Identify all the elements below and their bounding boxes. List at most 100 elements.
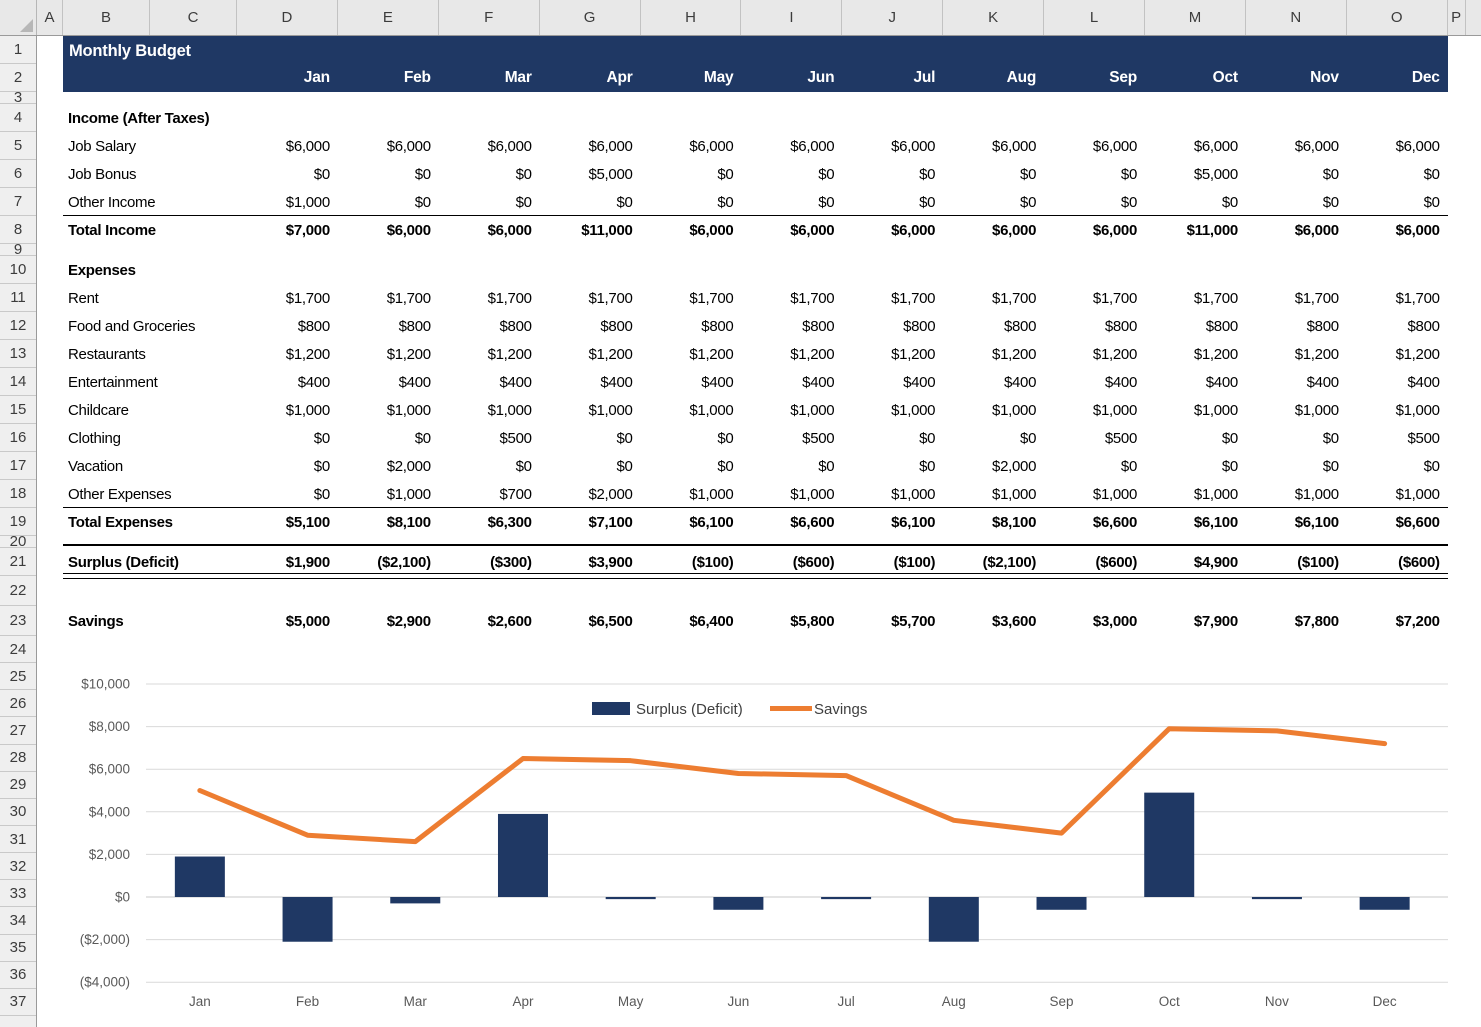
cell-Mar-row17[interactable]: $0 — [515, 457, 532, 475]
cell-Jan-row15[interactable]: $1,000 — [285, 401, 330, 419]
cell-Feb-row6[interactable]: $0 — [414, 165, 431, 183]
month-header-Jul[interactable]: Jul — [913, 69, 936, 86]
column-header-L[interactable]: L — [1044, 0, 1146, 35]
row-header-22[interactable]: 22 — [0, 576, 36, 606]
column-header-M[interactable]: M — [1145, 0, 1246, 35]
cell-Dec-row12[interactable]: $800 — [1407, 317, 1440, 335]
row-header-36[interactable]: 36 — [0, 961, 36, 989]
row-header-23[interactable]: 23 — [0, 606, 36, 636]
row-header-9[interactable]: 9 — [0, 244, 36, 256]
cell-Jun-row15[interactable]: $1,000 — [790, 401, 835, 419]
cell-Dec-row13[interactable]: $1,200 — [1395, 345, 1440, 363]
cell-colA-row17[interactable] — [37, 452, 63, 480]
cell-Mar-row11[interactable]: $1,700 — [487, 289, 532, 307]
row-header-7[interactable]: 7 — [0, 188, 36, 216]
cell-colA-row13[interactable] — [37, 340, 63, 368]
cell-Feb-row18[interactable]: $1,000 — [386, 485, 431, 503]
row-header-12[interactable]: 12 — [0, 312, 36, 340]
row-label-4[interactable]: Income (After Taxes) — [68, 109, 210, 127]
cell-Aug-row19[interactable]: $8,100 — [992, 513, 1037, 531]
cell-Apr-row13[interactable]: $1,200 — [588, 345, 633, 363]
cell-Aug-row16[interactable]: $0 — [1020, 429, 1037, 447]
row-header-19[interactable]: 19 — [0, 508, 36, 536]
cell-Apr-row18[interactable]: $2,000 — [588, 485, 633, 503]
cell-Jul-row12[interactable]: $800 — [903, 317, 936, 335]
cell-Mar-row6[interactable]: $0 — [515, 165, 532, 183]
cell-May-row13[interactable]: $1,200 — [689, 345, 734, 363]
cell-Mar-row8[interactable]: $6,000 — [487, 221, 532, 239]
cell-Aug-row23[interactable]: $3,600 — [992, 612, 1037, 630]
cell-Nov-row8[interactable]: $6,000 — [1294, 221, 1339, 239]
cell-Aug-row15[interactable]: $1,000 — [992, 401, 1037, 419]
cell-Sep-row7[interactable]: $0 — [1120, 193, 1138, 211]
cell-Jan-row11[interactable]: $1,700 — [285, 289, 330, 307]
cell-Apr-row11[interactable]: $1,700 — [588, 289, 633, 307]
cell-Jan-row19[interactable]: $5,100 — [285, 513, 330, 531]
cell-Dec-row11[interactable]: $1,700 — [1395, 289, 1440, 307]
row-header-34[interactable]: 34 — [0, 907, 36, 935]
cell-Apr-row7[interactable]: $0 — [616, 193, 633, 211]
cell-Jun-row17[interactable]: $0 — [818, 457, 835, 475]
month-header-Nov[interactable]: Nov — [1310, 69, 1339, 86]
row-header-28[interactable]: 28 — [0, 744, 36, 772]
column-header-D[interactable]: D — [237, 0, 338, 35]
cell-Jul-row21[interactable]: ($100) — [893, 553, 936, 571]
cell-Aug-row8[interactable]: $6,000 — [992, 221, 1037, 239]
cell-Mar-row21[interactable]: ($300) — [490, 553, 532, 571]
row-header-16[interactable]: 16 — [0, 424, 36, 452]
cell-Oct-row13[interactable]: $1,200 — [1193, 345, 1238, 363]
cell-Oct-row21[interactable]: $4,900 — [1193, 553, 1238, 571]
row-label-10[interactable]: Expenses — [68, 261, 136, 279]
cell-May-row6[interactable]: $0 — [717, 165, 734, 183]
month-header-Jun[interactable]: Jun — [807, 69, 835, 86]
cell-Jul-row17[interactable]: $0 — [919, 457, 936, 475]
cell-Oct-row19[interactable]: $6,100 — [1193, 513, 1238, 531]
cell-Dec-row16[interactable]: $500 — [1407, 429, 1440, 447]
cell-Mar-row18[interactable]: $700 — [499, 485, 532, 503]
cell-Jul-row16[interactable]: $0 — [919, 429, 936, 447]
cell-Apr-row17[interactable]: $0 — [616, 457, 633, 475]
cell-Oct-row11[interactable]: $1,700 — [1193, 289, 1238, 307]
cell-Aug-row11[interactable]: $1,700 — [992, 289, 1037, 307]
cell-Jun-row16[interactable]: $500 — [802, 429, 835, 447]
cell-Nov-row17[interactable]: $0 — [1322, 457, 1339, 475]
cell-Feb-row17[interactable]: $2,000 — [386, 457, 431, 475]
cell-Nov-row23[interactable]: $7,800 — [1294, 612, 1339, 630]
cell-Dec-row8[interactable]: $6,000 — [1395, 221, 1440, 239]
column-header-A[interactable]: A — [37, 0, 63, 35]
cell-colA-row10[interactable] — [37, 256, 63, 284]
cell-Feb-row5[interactable]: $6,000 — [386, 137, 431, 155]
row-header-11[interactable]: 11 — [0, 284, 36, 312]
row-header-24[interactable]: 24 — [0, 636, 36, 664]
cell-Oct-row8[interactable]: $11,000 — [1186, 221, 1239, 239]
cell-May-row16[interactable]: $0 — [717, 429, 734, 447]
cell-colA-row23[interactable] — [37, 606, 63, 636]
cell-Nov-row13[interactable]: $1,200 — [1294, 345, 1339, 363]
month-header-Aug[interactable]: Aug — [1006, 69, 1037, 86]
cell-Jan-row23[interactable]: $5,000 — [285, 612, 330, 630]
cell-Nov-row11[interactable]: $1,700 — [1294, 289, 1339, 307]
row-header-3[interactable]: 3 — [0, 92, 36, 104]
cell-May-row15[interactable]: $1,000 — [689, 401, 734, 419]
row-label-23[interactable]: Savings — [68, 612, 124, 630]
legend-savings-label[interactable]: Savings — [814, 701, 867, 718]
cell-colA-row8[interactable] — [37, 216, 63, 244]
cell-Jan-row21[interactable]: $1,900 — [285, 553, 330, 571]
row-label-6[interactable]: Job Bonus — [68, 165, 137, 183]
cell-Nov-row15[interactable]: $1,000 — [1294, 401, 1339, 419]
row-header-17[interactable]: 17 — [0, 452, 36, 480]
month-header-Sep[interactable]: Sep — [1109, 69, 1138, 86]
cell-Dec-row5[interactable]: $6,000 — [1395, 137, 1440, 155]
row-header-5[interactable]: 5 — [0, 132, 36, 160]
cell-colA-row11[interactable] — [37, 284, 63, 312]
cell-Feb-row8[interactable]: $6,000 — [386, 221, 431, 239]
row-header-30[interactable]: 30 — [0, 798, 36, 826]
cell-Sep-row21[interactable]: ($600) — [1095, 553, 1138, 571]
cell-Feb-row7[interactable]: $0 — [414, 193, 431, 211]
cell-Jul-row11[interactable]: $1,700 — [891, 289, 936, 307]
column-header-O[interactable]: O — [1347, 0, 1448, 35]
cell-Jun-row23[interactable]: $5,800 — [790, 612, 835, 630]
cell-Jan-row17[interactable]: $0 — [313, 457, 330, 475]
cell-Sep-row11[interactable]: $1,700 — [1092, 289, 1138, 307]
row-header-4[interactable]: 4 — [0, 104, 36, 132]
